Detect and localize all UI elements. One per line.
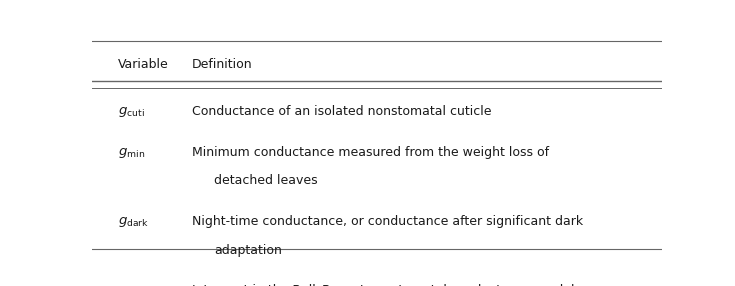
Text: Definition: Definition (192, 57, 252, 71)
Text: $g_{\mathrm{dark}}$: $g_{\mathrm{dark}}$ (118, 215, 148, 229)
Text: Minimum conductance measured from the weight loss of: Minimum conductance measured from the we… (192, 146, 549, 158)
Text: $g_{\mathrm{cuti}}$: $g_{\mathrm{cuti}}$ (118, 105, 144, 119)
Text: $g_{\mathrm{min}}$: $g_{\mathrm{min}}$ (118, 146, 145, 160)
Text: adaptation: adaptation (215, 243, 282, 257)
Text: Variable: Variable (118, 57, 168, 71)
Text: Intercept in the Ball–Berry-type stomatal conductance model,: Intercept in the Ball–Berry-type stomata… (192, 284, 578, 286)
Text: Conductance of an isolated nonstomatal cuticle: Conductance of an isolated nonstomatal c… (192, 105, 491, 118)
Text: Night-time conductance, or conductance after significant dark: Night-time conductance, or conductance a… (192, 215, 583, 228)
Text: detached leaves: detached leaves (215, 174, 318, 187)
Text: $g_{0}$: $g_{0}$ (118, 284, 133, 286)
